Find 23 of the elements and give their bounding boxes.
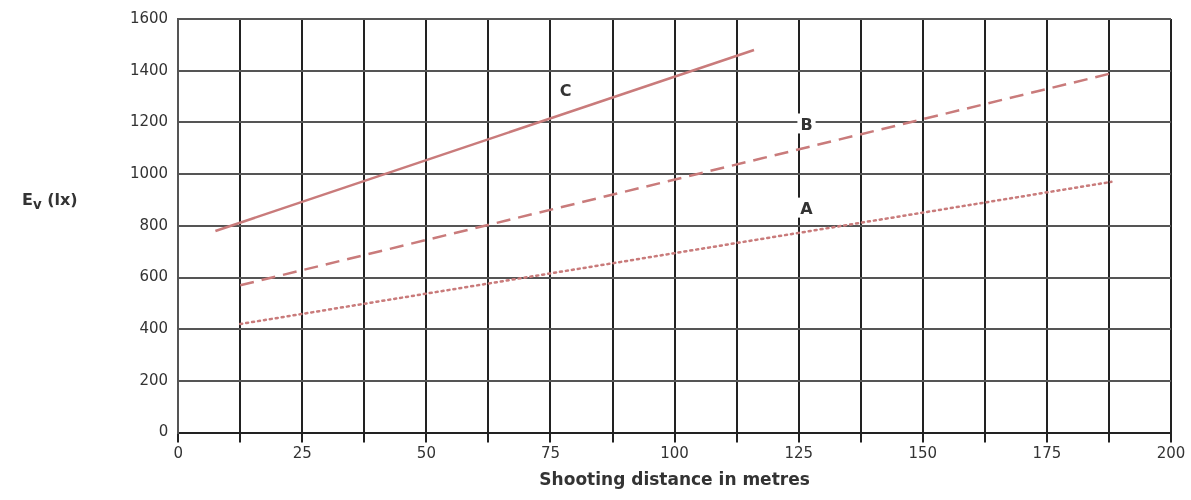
x-tick-label: 75 bbox=[540, 444, 561, 463]
x-tick-label: 100 bbox=[660, 444, 689, 463]
y-tick-label: 1000 bbox=[129, 163, 169, 182]
y-tick-label: 600 bbox=[139, 267, 169, 286]
series-label: A bbox=[800, 198, 814, 218]
y-tick-label: 400 bbox=[139, 319, 169, 338]
y-tick-label: 1200 bbox=[129, 112, 169, 131]
x-tick-label: 25 bbox=[292, 444, 312, 463]
y-tick-label: 800 bbox=[139, 215, 169, 234]
y-tick-label: 200 bbox=[139, 370, 169, 389]
x-tick-label: 0 bbox=[173, 444, 183, 463]
y-axis-title: E$_{v}$ (lx) bbox=[22, 190, 78, 213]
series-label: B bbox=[800, 114, 813, 134]
y-tick-label: 1600 bbox=[129, 8, 169, 27]
series-label: C bbox=[559, 80, 572, 100]
x-tick-label: 175 bbox=[1032, 444, 1062, 463]
y-tick-label: 1400 bbox=[129, 60, 169, 79]
x-tick-label: 125 bbox=[784, 444, 814, 463]
x-tick-label: 200 bbox=[1156, 444, 1186, 463]
x-tick-label: 50 bbox=[416, 444, 436, 463]
x-axis-title: Shooting distance in metres bbox=[539, 469, 810, 490]
y-tick-label: 0 bbox=[158, 422, 169, 441]
x-tick-label: 150 bbox=[908, 444, 938, 463]
